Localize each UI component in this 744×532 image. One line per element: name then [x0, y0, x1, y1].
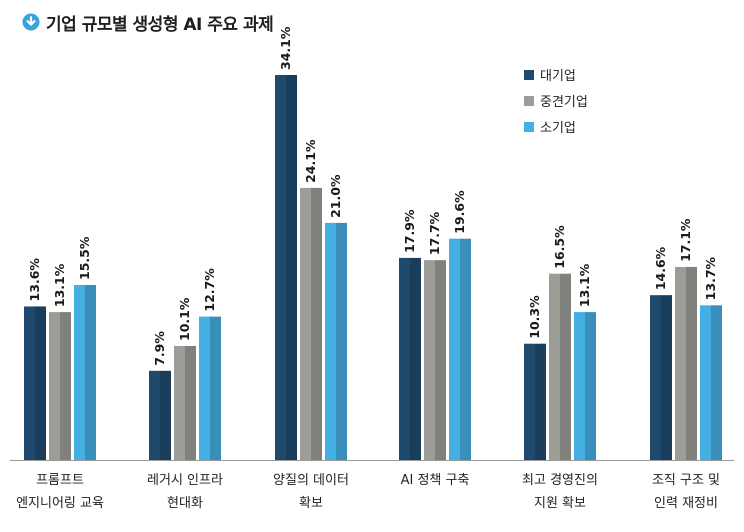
download-circle-icon [22, 13, 40, 31]
bar-2-cat-1 [49, 312, 71, 460]
bar-1-cat-4 [399, 257, 421, 460]
category-label: 인력 재정비 [654, 496, 718, 511]
bar-3-cat-3 [325, 222, 347, 460]
value-label: 24.1% [303, 139, 318, 183]
bar-right-half [560, 273, 571, 460]
bar-left-half [325, 222, 336, 460]
value-label: 17.9% [402, 209, 417, 253]
category-label: 레거시 인프라 [147, 473, 223, 488]
bar-1-cat-2 [149, 370, 171, 460]
value-label: 21.0% [328, 174, 343, 218]
bar-left-half [149, 370, 160, 460]
bar-2-cat-2 [174, 345, 196, 460]
value-label: 13.1% [52, 263, 67, 307]
bar-right-half [85, 285, 96, 460]
chart-title: 기업 규모별 생성형 AI 주요 과제 [46, 14, 274, 35]
legend-swatch [524, 122, 534, 132]
bar-left-half [700, 305, 711, 460]
bar-right-half [410, 257, 421, 460]
bar-left-half [574, 312, 585, 460]
value-label: 19.6% [452, 190, 467, 234]
bar-2-cat-3 [300, 187, 322, 460]
bar-3-cat-6 [700, 305, 722, 460]
bar-right-half [711, 305, 722, 460]
legend-swatch [524, 96, 534, 106]
bar-right-half [311, 187, 322, 460]
bars-layer [24, 75, 722, 460]
bar-left-half [24, 306, 35, 460]
bar-2-cat-5 [549, 273, 571, 460]
category-label: 엔지니어링 교육 [16, 496, 104, 511]
category-label: 확보 [299, 496, 323, 511]
category-label: 지원 확보 [534, 496, 586, 511]
bar-right-half [336, 222, 347, 460]
bar-left-half [74, 285, 85, 460]
bar-left-half [174, 345, 185, 460]
bar-left-half [449, 238, 460, 460]
bar-right-half [286, 75, 297, 460]
value-label: 10.1% [177, 297, 192, 341]
value-label: 7.9% [152, 331, 167, 366]
bar-left-half [424, 260, 435, 460]
bar-right-half [60, 312, 71, 460]
bar-left-half [275, 75, 286, 460]
chart-title-row: 기업 규모별 생성형 AI 주요 과제 [22, 8, 274, 36]
value-label: 12.7% [202, 268, 217, 312]
bar-3-cat-4 [449, 238, 471, 460]
value-label: 34.1% [278, 26, 293, 70]
bar-right-half [585, 312, 596, 460]
bar-left-half [300, 187, 311, 460]
category-label: 조직 구조 및 [652, 473, 720, 488]
bar-left-half [650, 295, 661, 460]
bar-3-cat-1 [74, 285, 96, 460]
bar-right-half [160, 370, 171, 460]
value-label: 10.3% [527, 295, 542, 339]
bar-1-cat-3 [275, 75, 297, 460]
bar-left-half [199, 316, 210, 460]
legend-label: 중견기업 [540, 95, 588, 110]
bar-right-half [460, 238, 471, 460]
bar-right-half [210, 316, 221, 460]
value-label: 13.6% [27, 258, 42, 302]
value-label: 13.1% [577, 263, 592, 307]
category-label: 현대화 [167, 496, 203, 511]
bar-left-half [549, 273, 560, 460]
value-label: 13.7% [703, 256, 718, 300]
bar-1-cat-6 [650, 295, 672, 460]
category-label: 양질의 데이터 [273, 473, 349, 488]
legend-label: 대기업 [540, 69, 576, 84]
bar-2-cat-4 [424, 260, 446, 460]
bar-1-cat-1 [24, 306, 46, 460]
bar-left-half [399, 257, 410, 460]
category-label: AI 정책 구축 [401, 473, 470, 488]
bar-right-half [35, 306, 46, 460]
bar-left-half [675, 266, 686, 460]
bar-left-half [49, 312, 60, 460]
value-label: 17.1% [678, 218, 693, 262]
value-label: 15.5% [77, 236, 92, 280]
legend-label: 소기업 [540, 121, 576, 136]
category-label: 프롬프트 [36, 473, 84, 488]
bar-right-half [535, 343, 546, 460]
bar-left-half [524, 343, 535, 460]
bar-right-half [686, 266, 697, 460]
bar-right-half [661, 295, 672, 460]
category-label: 최고 경영진의 [522, 473, 598, 488]
legend-swatch [524, 70, 534, 80]
bar-2-cat-6 [675, 266, 697, 460]
bar-right-half [185, 345, 196, 460]
value-label: 14.6% [653, 246, 668, 290]
bar-right-half [435, 260, 446, 460]
bar-3-cat-2 [199, 316, 221, 460]
value-label: 16.5% [552, 225, 567, 269]
bar-1-cat-5 [524, 343, 546, 460]
bar-3-cat-5 [574, 312, 596, 460]
value-labels-layer: 13.6% 13.1% 15.5% 7.9% 10.1% 12.7% 34.1% 24.1% 2… [27, 26, 718, 366]
value-label: 17.7% [427, 211, 442, 255]
